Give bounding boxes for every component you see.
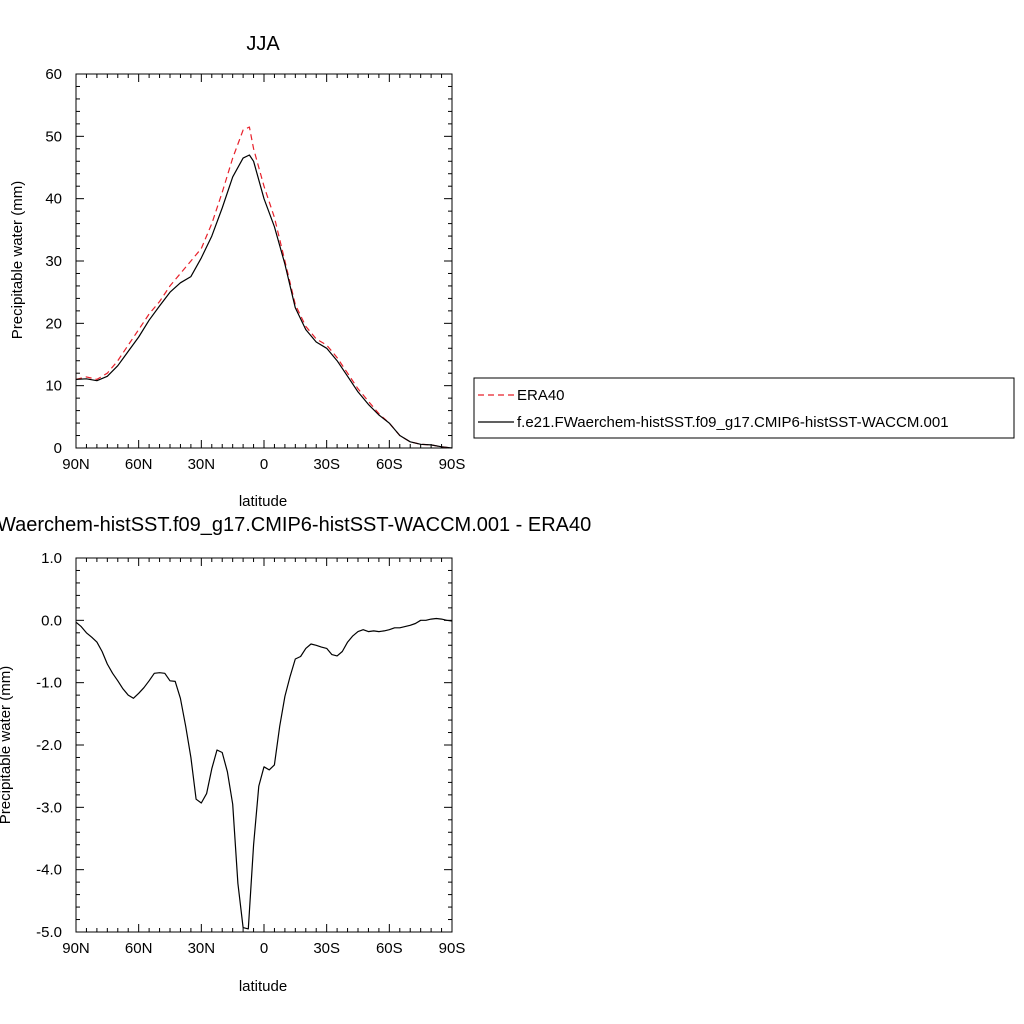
x-tick-label-top: 30S: [313, 456, 340, 473]
y-tick-label-bottom: -1.0: [36, 675, 62, 692]
y-tick-label-top: 10: [45, 378, 62, 395]
legend-label-model: f.e21.FWaerchem-histSST.f09_g17.CMIP6-hi…: [517, 414, 949, 431]
chart-panel-top: JJA Precipitable water (mm) latitude 90N…: [9, 33, 465, 510]
x-tick-label-top: 30N: [188, 456, 216, 473]
x-tick-label-bottom: 90N: [62, 940, 90, 957]
y-tick-label-bottom: -4.0: [36, 862, 62, 879]
plot-lines-bottom: [75, 617, 453, 930]
y-tick-label-bottom: -5.0: [36, 924, 62, 941]
x-tick-label-bottom: 90S: [439, 940, 466, 957]
y-tick-label-top: 60: [45, 66, 62, 83]
y-axis-label-bottom: Precipitable water (mm): [0, 666, 14, 824]
plot-lines-top: [75, 126, 453, 449]
chart-panel-bottom: f.e21.FWaerchem-histSST.f09_g17.CMIP6-hi…: [0, 514, 591, 995]
x-axis-label-top: latitude: [239, 493, 287, 510]
legend-box: [473, 377, 1015, 439]
x-tick-label-top: 60N: [125, 456, 153, 473]
legend-label-era40: ERA40: [517, 387, 565, 404]
x-tick-label-bottom: 60S: [376, 940, 403, 957]
x-tick-label-top: 90S: [439, 456, 466, 473]
x-axis-label-bottom: latitude: [239, 978, 287, 995]
x-tick-label-bottom: 30S: [313, 940, 340, 957]
series-line-top-0: [75, 126, 453, 449]
legend: ERA40 f.e21.FWaerchem-histSST.f09_g17.CM…: [473, 377, 1015, 439]
y-tick-label-bottom: -2.0: [36, 737, 62, 754]
x-tick-label-bottom: 30N: [188, 940, 216, 957]
x-tick-label-top: 90N: [62, 456, 90, 473]
series-line-bottom-0: [75, 617, 453, 930]
y-tick-label-bottom: -3.0: [36, 799, 62, 816]
x-tick-label-bottom: 0: [260, 940, 268, 957]
x-tick-label-top: 60S: [376, 456, 403, 473]
y-tick-label-top: 20: [45, 315, 62, 332]
plot-frame-bottom: [75, 557, 453, 933]
y-tick-label-top: 0: [54, 440, 62, 457]
axes-bottom: 90N 60N 30N 0 30S 60S 90S 1.0 0.0 -1.0 -2.0 -3.0 -4.…: [36, 550, 465, 957]
chart-title-top: JJA: [246, 33, 280, 55]
plot-frame-top: [75, 73, 453, 449]
y-tick-label-bottom: 0.0: [41, 612, 62, 629]
y-tick-label-bottom: 1.0: [41, 550, 62, 567]
chart-title-bottom: f.e21.FWaerchem-histSST.f09_g17.CMIP6-hi…: [0, 514, 591, 536]
x-tick-label-bottom: 60N: [125, 940, 153, 957]
y-axis-label-top: Precipitable water (mm): [9, 181, 26, 339]
y-tick-label-top: 40: [45, 191, 62, 208]
x-tick-label-top: 0: [260, 456, 268, 473]
series-line-top-1: [75, 154, 453, 449]
y-tick-label-top: 50: [45, 128, 62, 145]
axes-top: 90N 60N 30N 0 30S 60S 90S 0 10 20 30 40 50 60: [45, 66, 465, 473]
y-tick-label-top: 30: [45, 253, 62, 270]
